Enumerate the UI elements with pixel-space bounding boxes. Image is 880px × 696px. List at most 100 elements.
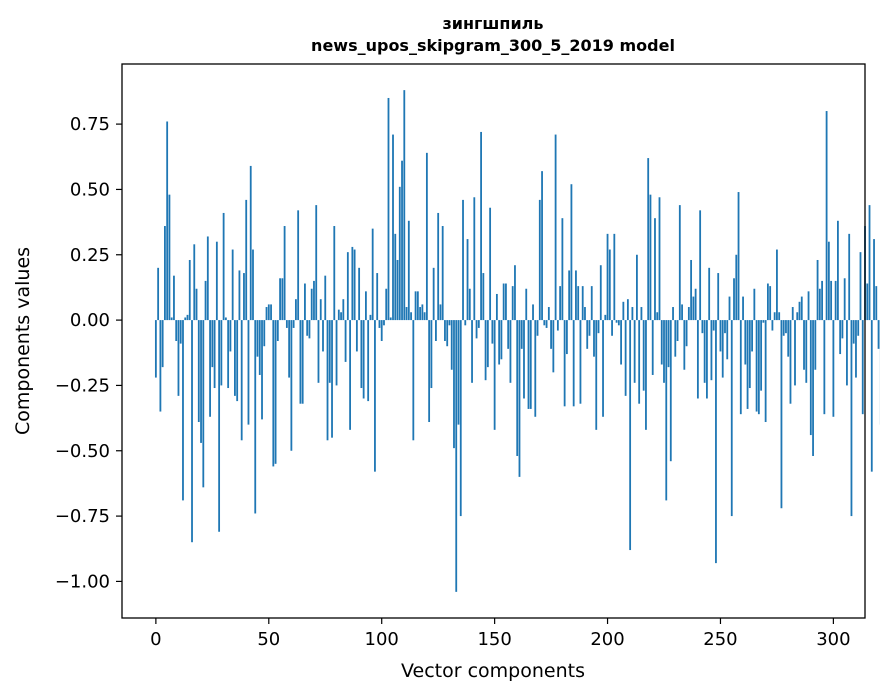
bar bbox=[830, 280, 833, 321]
bar bbox=[674, 320, 677, 357]
bar bbox=[283, 226, 286, 321]
bar bbox=[164, 226, 166, 321]
bar bbox=[346, 252, 349, 321]
bar bbox=[796, 312, 799, 321]
bar bbox=[665, 320, 668, 501]
bar bbox=[593, 320, 595, 357]
y-axis: 0.75 0.50 0.25 0.00 −0.25 −0.50 −0.75 −1.00 bbox=[55, 114, 122, 592]
bar bbox=[753, 288, 756, 321]
bar bbox=[737, 192, 740, 321]
bar bbox=[197, 320, 200, 423]
bar bbox=[234, 320, 236, 396]
bar bbox=[220, 320, 223, 386]
bar bbox=[423, 312, 426, 321]
bar bbox=[453, 320, 455, 449]
bar bbox=[292, 320, 295, 328]
bar bbox=[170, 317, 173, 321]
bar bbox=[358, 267, 361, 321]
bar bbox=[410, 312, 412, 321]
bar bbox=[202, 320, 205, 488]
bar bbox=[843, 278, 846, 321]
bar bbox=[308, 320, 311, 339]
bar bbox=[651, 320, 654, 375]
bar bbox=[852, 320, 855, 344]
bar bbox=[351, 246, 354, 321]
bar bbox=[392, 134, 394, 321]
bar bbox=[484, 320, 487, 381]
bar bbox=[335, 320, 338, 386]
bar bbox=[218, 320, 221, 532]
bar bbox=[407, 220, 410, 321]
bar bbox=[432, 267, 435, 321]
bar bbox=[839, 320, 842, 355]
y-tick-label: −0.25 bbox=[55, 375, 110, 396]
bar bbox=[355, 320, 358, 352]
bar bbox=[545, 320, 548, 328]
bar bbox=[209, 320, 211, 417]
bar bbox=[322, 320, 324, 352]
bar bbox=[385, 288, 388, 321]
bar bbox=[782, 320, 785, 336]
bar bbox=[877, 320, 880, 349]
bar bbox=[498, 320, 501, 365]
bar bbox=[495, 293, 498, 321]
bar bbox=[660, 320, 663, 365]
bar bbox=[227, 320, 230, 389]
bar bbox=[827, 241, 830, 321]
bar bbox=[620, 320, 622, 365]
bar bbox=[708, 267, 711, 321]
bar bbox=[676, 320, 679, 341]
y-tick-label: −1.00 bbox=[55, 571, 110, 592]
bar bbox=[687, 307, 690, 321]
bar bbox=[306, 320, 309, 336]
bar bbox=[766, 283, 769, 321]
bar bbox=[642, 320, 645, 391]
bar bbox=[613, 233, 616, 321]
bar bbox=[256, 320, 259, 357]
bar bbox=[663, 320, 665, 383]
bar bbox=[534, 320, 537, 417]
bar bbox=[238, 270, 241, 321]
bar bbox=[421, 304, 424, 321]
bar bbox=[263, 320, 266, 347]
x-tick-label: 250 bbox=[703, 629, 737, 650]
bar bbox=[387, 97, 390, 321]
bar bbox=[645, 320, 647, 430]
bar bbox=[728, 296, 731, 321]
bars-group bbox=[154, 90, 880, 592]
bar bbox=[462, 199, 464, 321]
bar bbox=[324, 275, 327, 321]
bar bbox=[568, 270, 571, 321]
bar bbox=[507, 320, 510, 349]
bar bbox=[841, 320, 844, 339]
bar bbox=[215, 241, 218, 321]
bar bbox=[771, 320, 774, 331]
bar bbox=[599, 265, 602, 321]
bar bbox=[276, 320, 279, 341]
bar bbox=[457, 320, 460, 425]
bar bbox=[848, 233, 851, 321]
bar bbox=[265, 307, 268, 321]
bar bbox=[288, 320, 291, 378]
bar bbox=[195, 288, 198, 321]
bar bbox=[428, 320, 431, 423]
bar bbox=[299, 320, 302, 404]
bar bbox=[846, 320, 848, 386]
bar bbox=[464, 320, 467, 326]
bar bbox=[525, 288, 528, 321]
bar bbox=[213, 320, 216, 389]
bar bbox=[791, 307, 794, 321]
bar bbox=[290, 320, 293, 451]
bar bbox=[547, 307, 550, 321]
bar bbox=[173, 275, 175, 321]
bar bbox=[313, 280, 315, 321]
bar bbox=[608, 249, 611, 321]
bar bbox=[823, 320, 826, 415]
bar bbox=[751, 320, 753, 352]
bar bbox=[577, 286, 580, 321]
bar bbox=[721, 320, 724, 378]
bar bbox=[875, 286, 878, 321]
bar bbox=[514, 265, 516, 321]
bar bbox=[667, 320, 670, 368]
